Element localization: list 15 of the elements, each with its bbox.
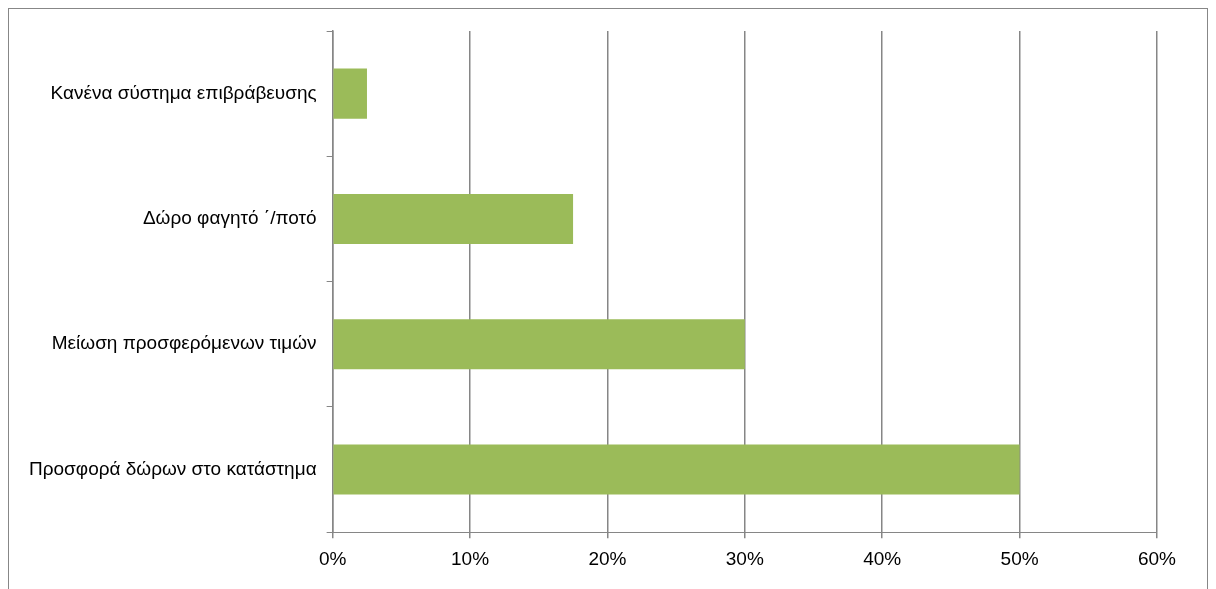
bar bbox=[333, 444, 1020, 495]
x-tick-label: 20% bbox=[588, 547, 627, 569]
x-tick-label: 40% bbox=[863, 547, 902, 569]
bar bbox=[333, 193, 574, 245]
x-tick-label: 0% bbox=[318, 547, 347, 569]
x-tick-label: 60% bbox=[1137, 547, 1177, 569]
y-tick-label: Κανένα σύστημα επιβράβευσης bbox=[50, 81, 317, 103]
x-tick-label: 30% bbox=[725, 547, 764, 569]
bar bbox=[333, 319, 745, 370]
bar bbox=[333, 68, 367, 119]
x-tick-label: 50% bbox=[1000, 547, 1039, 569]
y-tick-label: Μείωση προσφερόμενων τιμών bbox=[51, 332, 317, 354]
x-tick-label: 10% bbox=[451, 547, 490, 569]
y-tick-label: Προσφορά δώρων στο κατάστημα bbox=[28, 457, 317, 479]
y-tick-label: Δώρο φαγητό ΄/ποτό bbox=[142, 207, 317, 229]
